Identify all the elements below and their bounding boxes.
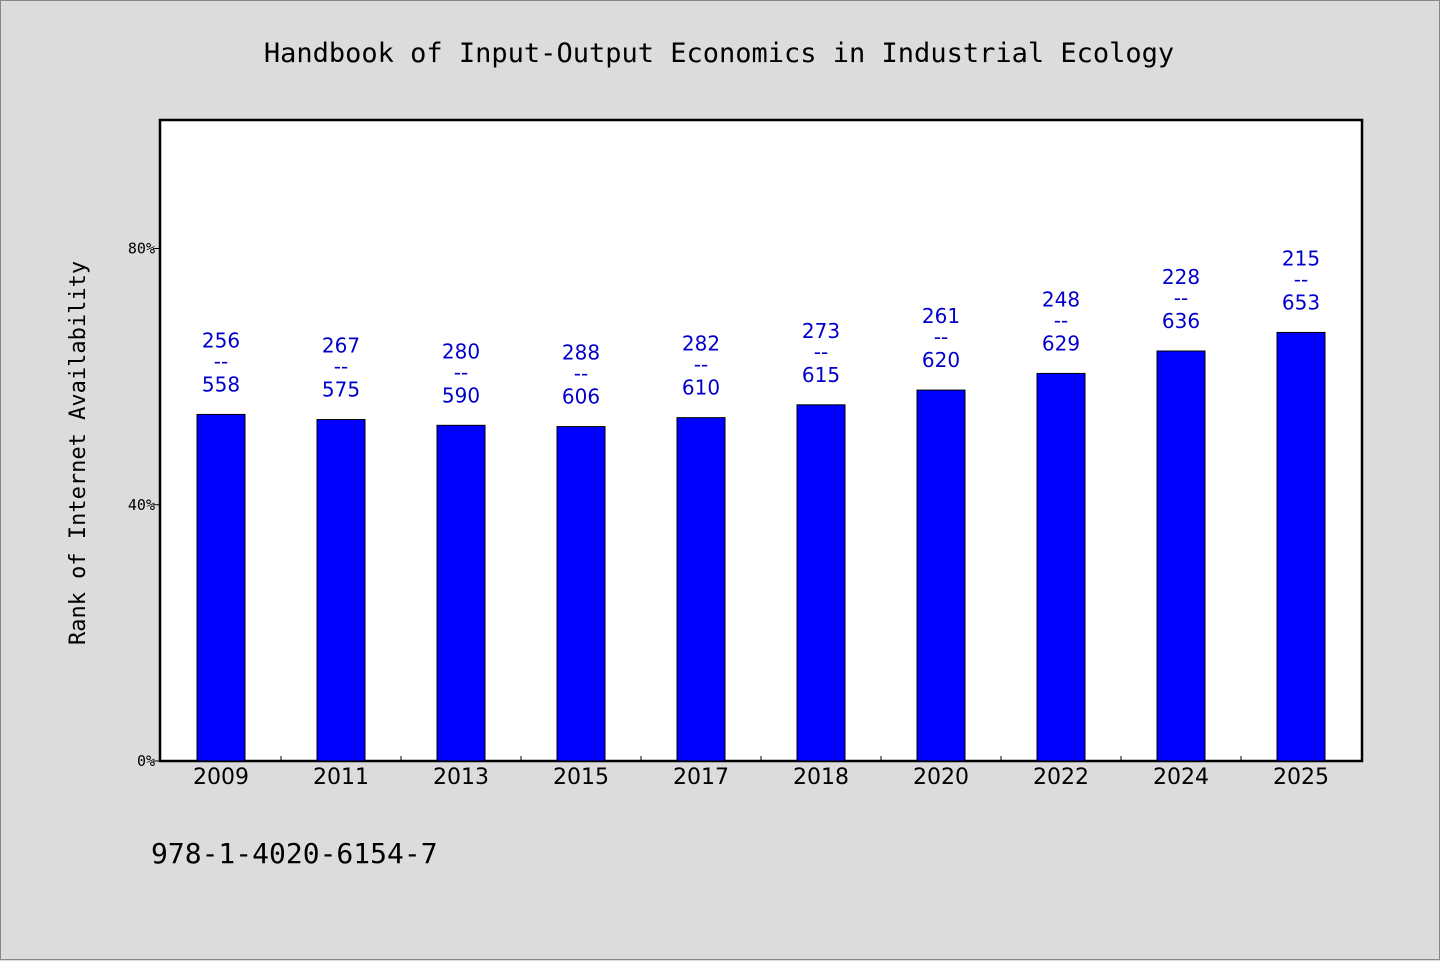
x-tick-label: 2015 xyxy=(553,765,609,790)
data-label-bottom: 636 xyxy=(1162,309,1200,333)
data-label-separator: -- xyxy=(214,349,228,373)
bar-2009 xyxy=(196,413,246,762)
data-label-top: 273 xyxy=(802,319,840,343)
bar-2018 xyxy=(796,404,846,762)
y-tick-label: 0% xyxy=(137,752,155,770)
data-labels-group: 2009256--5582011267--5752013280--5902015… xyxy=(193,246,1329,790)
data-label-bottom: 620 xyxy=(922,348,960,372)
x-tick-label: 2018 xyxy=(793,765,849,790)
bar-2017 xyxy=(676,417,726,762)
x-tick-label: 2024 xyxy=(1153,765,1209,790)
data-label-bottom: 590 xyxy=(442,383,480,407)
data-label-separator: -- xyxy=(1294,267,1308,291)
isbn-footnote: 978-1-4020-6154-7 xyxy=(151,837,438,870)
data-label-separator: -- xyxy=(1174,286,1188,310)
bar-2022 xyxy=(1036,372,1086,762)
data-label-separator: -- xyxy=(814,340,828,364)
y-tick-label: 40% xyxy=(128,496,155,514)
y-axis-label: Rank of Internet Availability xyxy=(66,261,91,645)
data-label-bottom: 558 xyxy=(202,372,240,396)
data-label-bottom: 615 xyxy=(802,363,840,387)
bars-group xyxy=(196,331,1326,762)
x-tick-label: 2025 xyxy=(1273,765,1329,790)
x-tick-label: 2009 xyxy=(193,765,249,790)
bar-2015 xyxy=(556,426,606,762)
data-label-separator: -- xyxy=(454,360,468,384)
data-label-separator: -- xyxy=(1054,308,1068,332)
data-label-bottom: 606 xyxy=(562,385,600,409)
y-tick-label: 80% xyxy=(128,240,155,258)
data-label-separator: -- xyxy=(694,353,708,377)
data-label-separator: -- xyxy=(334,355,348,379)
chart-title: Handbook of Input-Output Economics in In… xyxy=(264,38,1174,69)
bar-2020 xyxy=(916,389,966,762)
data-label-top: 267 xyxy=(322,334,360,358)
data-label-top: 261 xyxy=(922,304,960,328)
data-label-separator: -- xyxy=(574,362,588,386)
data-label-top: 248 xyxy=(1042,287,1080,311)
bar-2025 xyxy=(1276,331,1326,762)
x-tick-label: 2022 xyxy=(1033,765,1089,790)
bar-2024 xyxy=(1156,350,1206,762)
axis-ticks: 0% 40% 80% xyxy=(128,240,1242,770)
x-tick-label: 2011 xyxy=(313,765,369,790)
x-tick-label: 2017 xyxy=(673,765,729,790)
data-label-bottom: 629 xyxy=(1042,331,1080,355)
data-label-bottom: 653 xyxy=(1282,290,1320,314)
data-label-top: 256 xyxy=(202,328,240,352)
data-label-bottom: 575 xyxy=(322,378,360,402)
x-tick-label: 2013 xyxy=(433,765,489,790)
data-label-top: 228 xyxy=(1162,265,1200,289)
data-label-top: 215 xyxy=(1282,246,1320,270)
data-label-top: 288 xyxy=(562,341,600,365)
data-label-top: 282 xyxy=(682,332,720,356)
data-label-separator: -- xyxy=(934,325,948,349)
data-label-top: 280 xyxy=(442,339,480,363)
x-tick-label: 2020 xyxy=(913,765,969,790)
data-label-bottom: 610 xyxy=(682,376,720,400)
bar-2013 xyxy=(436,424,486,762)
bar-2011 xyxy=(316,419,366,762)
